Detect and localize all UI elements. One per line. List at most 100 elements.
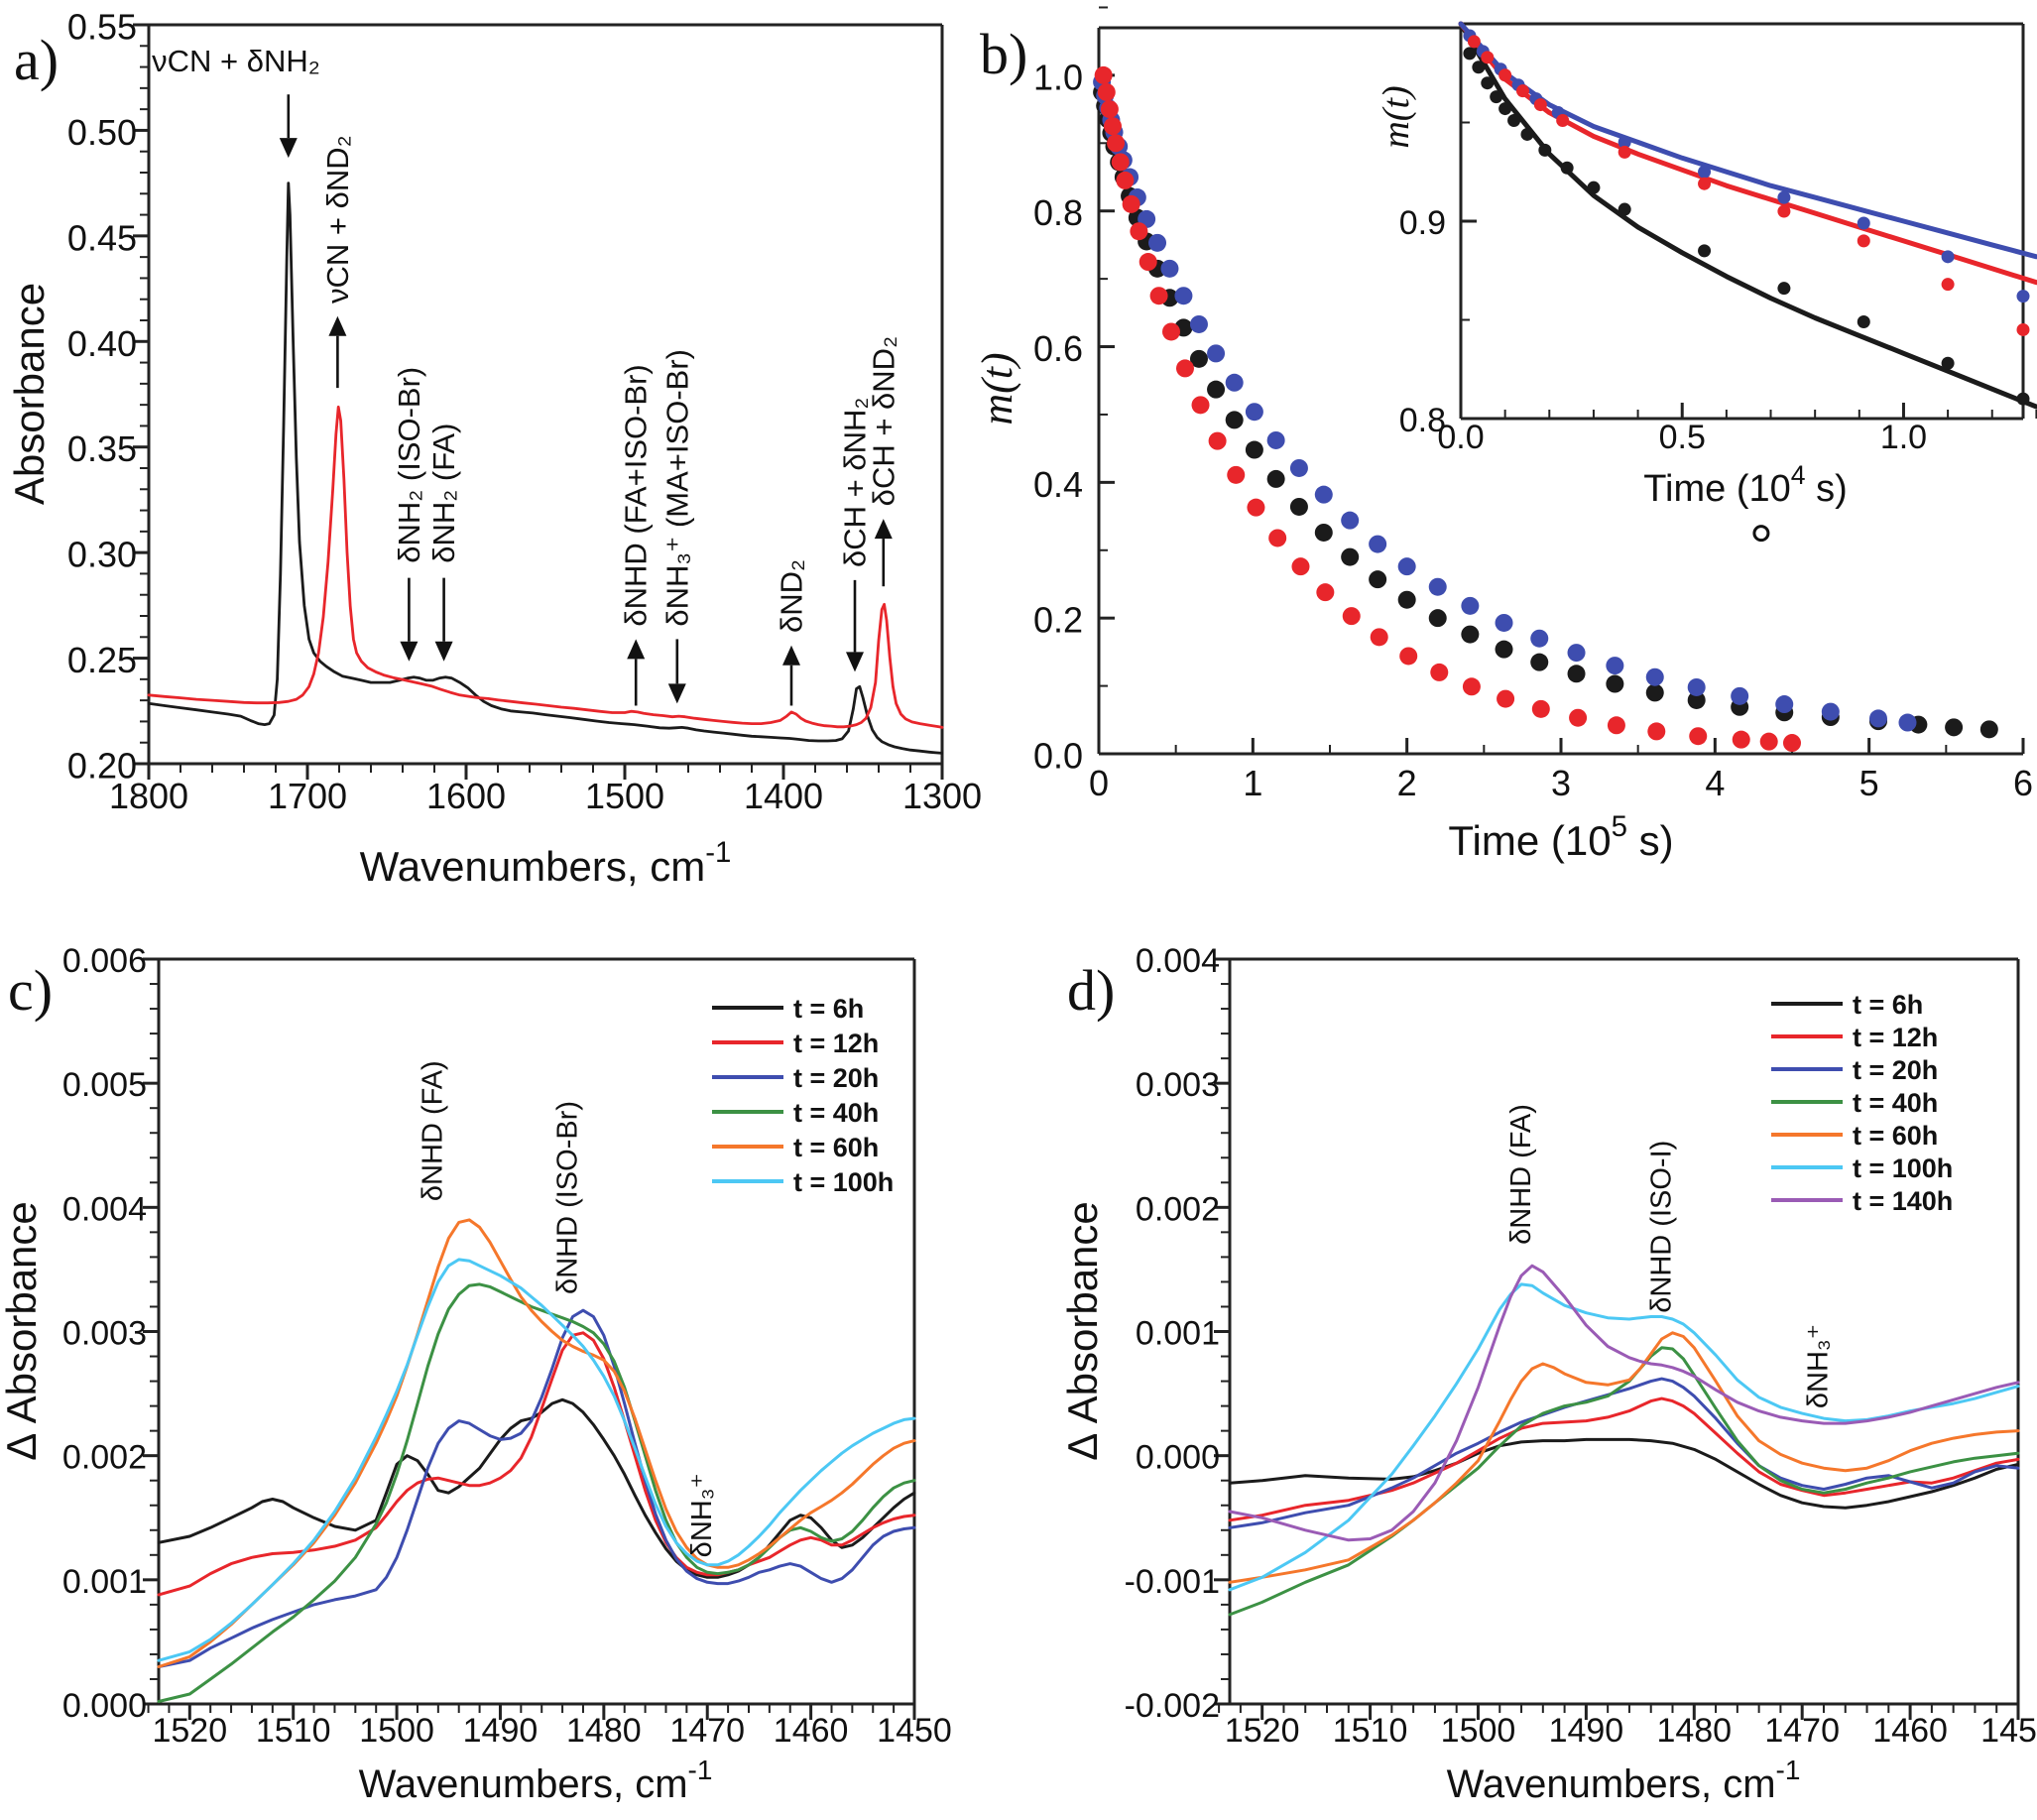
x-tick-label: 2 [1397,763,1417,803]
data-point [1461,596,1480,615]
series-t = 60h [157,1218,916,1668]
series-red-dots [1094,65,1801,753]
x-tick-label: 1600 [426,776,506,816]
panel-letter-a: a) [14,28,59,92]
annotation-text: δNHD (FA) [418,1060,449,1201]
legend-item: t = 100h [1771,1153,1953,1183]
legend-label: t = 60h [793,1133,879,1162]
series-group [1093,65,1998,753]
data-point [1208,431,1227,450]
data-point [1698,244,1712,258]
legend-label: t = 20h [1853,1055,1938,1085]
data-point [1207,380,1226,399]
data-point [1759,732,1778,751]
x-tick-label: 1520 [1225,1712,1300,1750]
data-point [1341,547,1360,566]
data-point [1397,590,1416,609]
series-t = 40h [157,1282,916,1703]
y-axis-title: m(t) [1376,85,1417,148]
plot-frame [147,23,944,766]
y-tick-label: 0.003 [1136,1066,1220,1104]
series-red-dots [1467,35,2030,336]
annotation-text: νCN + δND₂ [320,135,355,303]
y-tick-label: 0.50 [67,112,137,153]
data-point [1266,430,1285,449]
data-point [1898,713,1917,732]
data-point [1247,498,1265,517]
series-t = 100h [157,1258,916,1662]
panel-letter-b: b) [980,22,1027,86]
legend-label: t = 100h [1853,1153,1953,1183]
data-point [1857,314,1870,328]
annotation-arrowhead [279,138,298,159]
annotation-text: δNHD (FA) [1505,1104,1537,1245]
annotation-text: δCH + δND₂ [866,336,900,506]
data-point [1463,47,1477,61]
annotation-arrowhead [667,683,686,704]
x-tick-label: 0.5 [1659,419,1706,456]
panel-letter-c: c) [8,958,53,1023]
legend-item: t = 100h [712,1167,894,1197]
legend-item: t = 40h [1771,1088,1938,1118]
annotation-text: δND₂ [775,559,809,633]
data-point [1370,628,1388,647]
data-point [1689,727,1708,746]
annotation-text: δNH₂ (ISO-Br) [392,367,426,563]
annotation-text: δNH₃⁺ (MA+ISO-Br) [659,349,694,627]
legend-label: t = 40h [1853,1088,1938,1118]
y-tick-label: -0.001 [1125,1563,1220,1601]
legend-item: t = 12h [712,1029,879,1058]
y-tick-label: 0.001 [62,1563,147,1601]
data-point [1775,695,1794,714]
data-point [1945,718,1964,737]
annotation-arrowhead [434,641,453,662]
x-tick-label: 1500 [359,1712,434,1750]
data-point [1162,322,1181,341]
y-tick-label: 0.0 [1033,736,1083,777]
ticks [1214,957,2020,1720]
x-tick-label: 0 [1089,763,1109,803]
x-tick-label: 1470 [1764,1712,1840,1750]
annotation-text: δNHD (FA+ISO-Br) [619,364,654,626]
annotation-arrowhead [782,645,800,666]
y-axis-title: m(t) [973,352,1021,425]
data-point [1472,61,1486,74]
data-point [1567,665,1586,683]
data-point [1289,458,1308,477]
x-tick-label: 1490 [463,1712,539,1750]
series-black-trace [147,182,944,755]
data-point [1941,356,1955,370]
legend-label: t = 60h [1853,1121,1938,1151]
data-point [1342,607,1361,626]
data-point [1618,145,1631,159]
data-point [1520,127,1534,141]
data-point [1530,629,1549,648]
annotation-text: νCN + δNH₂ [152,44,320,78]
annotation-text: δNHD (ISO-I) [1646,1141,1678,1313]
x-tick-label: 1450 [877,1712,952,1750]
data-point [2016,322,2030,336]
series-group [157,1218,916,1703]
data-point [1777,204,1791,218]
annotation-text: δCH + δNH₂ [838,398,873,567]
series-black-fit [1458,21,2037,410]
x-tick-label: 1400 [744,776,823,816]
legend-item: t = 12h [1771,1023,1938,1052]
annotation-arrowhead [328,315,347,336]
y-tick-label: 0.002 [1136,1190,1220,1228]
legend-item: t = 6h [1771,990,1923,1020]
data-point [1606,657,1624,675]
y-tick-label: 0.8 [1399,402,1446,439]
series-t = 140h [1228,1264,2020,1542]
series-blue-dots [1463,29,2030,303]
series-t = 6h [1228,1437,2020,1510]
data-point [1461,625,1480,644]
series-black-dots [1463,47,2030,406]
y-tick-label: 0.005 [62,1066,147,1104]
y-tick-label: 0.8 [1033,192,1083,233]
y-tick-label: 0.001 [1136,1315,1220,1353]
x-tick-label: 1 [1243,763,1262,803]
data-point [2016,290,2030,303]
